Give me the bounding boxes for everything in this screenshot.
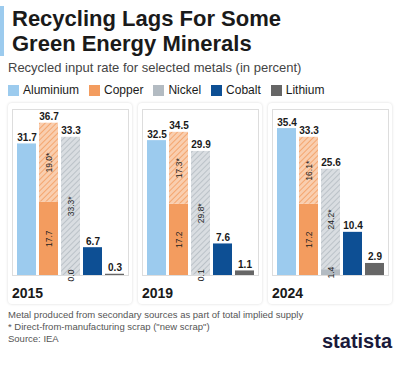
svg-text:16.1*: 16.1* (304, 160, 314, 181)
html-text:Nickel: Nickel (168, 83, 201, 97)
html-text:Recycling Lags For Some Green: Recycling Lags For Some Green Energy Min… (12, 6, 281, 56)
html-text:Recycled input rate for select: Recycled input rate for selected metals … (8, 60, 302, 75)
svg-text:7.6: 7.6 (216, 232, 230, 243)
svg-text:33.3: 33.3 (61, 125, 81, 136)
svg-text:1.4: 1.4 (326, 266, 336, 278)
svg-text:10.4: 10.4 (343, 220, 363, 231)
html-text:Metal produced from secondary: Metal produced from secondary sources as… (8, 309, 304, 320)
svg-text:33.3*: 33.3* (66, 196, 76, 217)
html-text:2015: 2015 (12, 285, 44, 301)
svg-text:31.7: 31.7 (17, 132, 37, 143)
svg-text:17.2: 17.2 (174, 231, 184, 248)
html-text:* Direct-from-manufacturing sc: * Direct-from-manufacturing scrap ("new … (8, 321, 210, 332)
svg-text:35.4: 35.4 (277, 117, 297, 128)
svg-text:0.0: 0.0 (66, 269, 76, 281)
svg-text:34.5: 34.5 (169, 120, 189, 131)
svg-text:29.8*: 29.8* (196, 203, 206, 224)
svg-text:6.7: 6.7 (86, 236, 100, 247)
html-text:Lithium: Lithium (285, 83, 325, 97)
svg-text:17.2: 17.2 (304, 231, 314, 248)
html-text:2024: 2024 (272, 285, 304, 301)
html-text:Aluminium: Aluminium (23, 83, 79, 97)
svg-text:36.7: 36.7 (39, 111, 59, 122)
html-text:Source: IEA: Source: IEA (8, 333, 59, 344)
svg-text:32.5: 32.5 (147, 129, 167, 140)
svg-text:0.1: 0.1 (196, 269, 206, 281)
html-text:Copper: Copper (104, 83, 144, 97)
html-text:2019: 2019 (142, 285, 174, 301)
svg-text:19.0*: 19.0* (44, 152, 54, 173)
svg-text:17.7: 17.7 (44, 230, 54, 247)
svg-text:2.9: 2.9 (368, 251, 382, 262)
svg-text:17.3*: 17.3* (174, 158, 184, 179)
html-text:Cobalt: Cobalt (226, 83, 261, 97)
svg-text:29.9: 29.9 (191, 139, 211, 150)
svg-text:33.3: 33.3 (299, 125, 319, 136)
svg-text:1.1: 1.1 (238, 259, 252, 270)
svg-text:0.3: 0.3 (108, 262, 122, 273)
svg-text:24.2*: 24.2* (326, 209, 336, 230)
svg-text:25.6: 25.6 (321, 157, 341, 168)
html-text:statista: statista (322, 330, 392, 352)
